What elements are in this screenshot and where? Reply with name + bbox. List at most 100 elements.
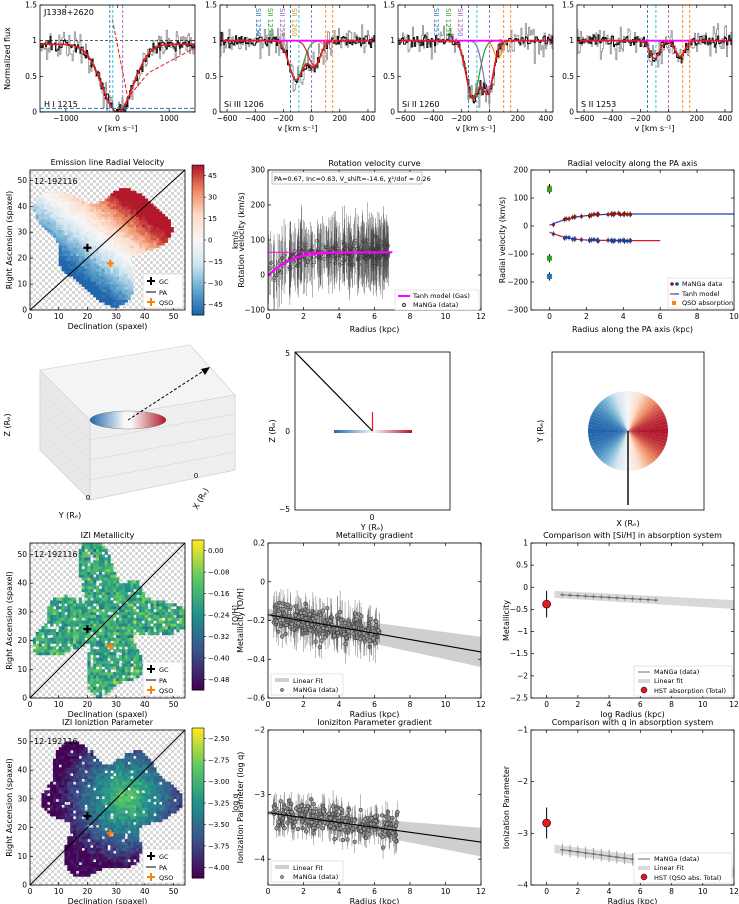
map-pixel — [52, 600, 57, 604]
map-pixel — [75, 242, 80, 246]
map-pixel — [124, 631, 128, 636]
map-pixel — [52, 198, 57, 202]
map-pixel — [101, 568, 105, 572]
map-pixel — [70, 234, 74, 238]
x-tick-label: −1000 — [53, 114, 79, 123]
map-pixel — [101, 234, 105, 238]
map-pixel — [139, 666, 143, 670]
map-pixel — [107, 577, 111, 581]
map-pixel — [78, 216, 82, 220]
map-pixel — [87, 586, 91, 590]
map-pixel — [153, 611, 157, 616]
map-pixel — [61, 229, 65, 233]
map-pixel — [61, 767, 65, 771]
map-pixel — [84, 580, 88, 584]
map-pixel — [55, 773, 59, 777]
map-pixel — [55, 801, 59, 805]
map-pixel — [101, 586, 105, 590]
map-pixel — [75, 801, 80, 805]
map-pixel — [81, 807, 85, 811]
map-pixel — [147, 232, 151, 236]
map-pixel — [110, 294, 114, 298]
map-pixel — [75, 784, 80, 788]
map-pixel — [70, 775, 74, 780]
map-pixel — [64, 250, 68, 254]
map-pixel — [113, 281, 117, 285]
map-pixel — [130, 586, 134, 590]
map-pixel — [81, 574, 85, 578]
map-pixel — [98, 631, 103, 636]
data-point — [606, 212, 610, 217]
legend-box — [394, 289, 480, 311]
x-axis-title: v [km s⁻¹] — [455, 124, 495, 133]
map-pixel — [124, 271, 128, 274]
data-point — [579, 214, 584, 219]
map-pixel — [96, 588, 100, 593]
map-pixel — [55, 764, 59, 768]
map-pixel — [124, 208, 128, 212]
map-pixel — [98, 620, 103, 624]
map-pixel — [67, 839, 71, 843]
pa-line — [29, 542, 186, 699]
colorbar-segment — [192, 260, 204, 263]
map-pixel — [107, 263, 111, 267]
map-pixel — [130, 623, 134, 627]
map-pixel — [113, 606, 117, 610]
map-pixel — [110, 211, 114, 215]
map-pixel — [61, 603, 65, 607]
map-pixel — [136, 232, 140, 236]
map-pixel — [78, 758, 82, 762]
map-pixel — [139, 609, 143, 613]
map-pixel — [118, 666, 123, 670]
map-pixel — [110, 606, 114, 610]
map-pixel — [84, 543, 88, 547]
map-pixel — [139, 672, 143, 676]
map-pixel — [50, 629, 54, 633]
colorbar-segment — [192, 175, 204, 178]
map-pixel — [64, 784, 68, 788]
map-pixel — [130, 263, 134, 267]
data-point — [367, 638, 372, 643]
edge-on-panel: 50−50Y (Rₑ)Z (Rₑ) — [268, 349, 451, 532]
map-pixel — [98, 557, 103, 561]
disk-wedge — [628, 431, 666, 448]
map-pixel — [93, 265, 97, 269]
map-pixel — [73, 836, 77, 840]
map-pixel — [136, 234, 140, 238]
map-pixel — [70, 609, 74, 613]
map-pixel — [113, 597, 117, 601]
map-pixel — [93, 276, 97, 280]
map-pixel — [81, 554, 85, 558]
map-pixel — [110, 652, 114, 656]
map-pixel — [73, 867, 77, 871]
map-pixel — [101, 237, 105, 241]
map-pixel — [144, 229, 148, 233]
map-pixel — [73, 752, 77, 757]
map-pixel — [73, 237, 77, 241]
map-pixel — [87, 663, 91, 667]
map-pixel — [47, 203, 51, 207]
map-pixel — [121, 227, 126, 230]
disk-wedge — [628, 431, 659, 460]
map-pixel — [113, 284, 117, 287]
y-tick-label: 1.5 — [383, 1, 395, 10]
data-point — [333, 242, 338, 247]
map-pixel — [96, 591, 100, 595]
map-pixel — [110, 654, 114, 659]
map-pixel — [164, 631, 169, 636]
map-pixel — [81, 836, 85, 840]
map-pixel — [78, 560, 82, 564]
map-pixel — [61, 224, 65, 228]
map-pixel — [113, 193, 117, 197]
map-pixel — [73, 271, 77, 274]
map-pixel — [150, 247, 154, 251]
map-pixel — [81, 747, 85, 751]
map-pixel — [55, 211, 59, 215]
map-pixel — [118, 216, 123, 220]
colorbar-segment — [192, 665, 204, 668]
map-pixel — [113, 190, 117, 194]
map-pixel — [84, 856, 88, 860]
map-pixel — [75, 798, 80, 803]
map-pixel — [50, 227, 54, 230]
map-pixel — [107, 198, 111, 202]
